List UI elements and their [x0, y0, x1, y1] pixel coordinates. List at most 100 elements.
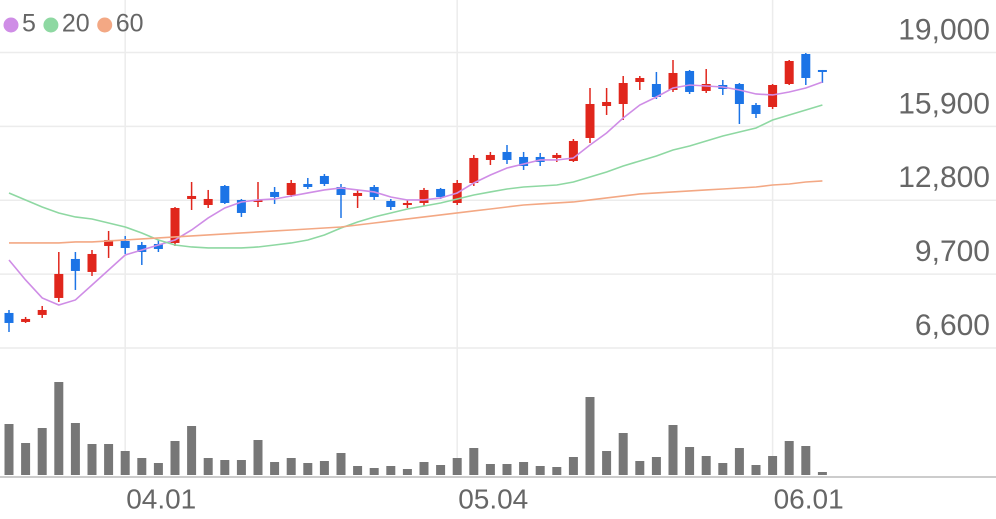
- volume-bar: [436, 465, 446, 475]
- volume-bar: [751, 465, 761, 475]
- volume-bar: [303, 463, 313, 475]
- candle-body: [104, 239, 114, 246]
- candle-body: [236, 199, 246, 213]
- volume-bar: [469, 448, 479, 475]
- volume-bar: [87, 444, 97, 475]
- ma-line: [8, 104, 823, 249]
- volume-bar: [602, 451, 612, 475]
- volume-bar: [568, 457, 578, 475]
- volume-bar: [402, 469, 412, 475]
- y-tick-label: 19,000: [898, 13, 990, 46]
- volume-bar: [369, 468, 379, 475]
- candle-body: [270, 191, 280, 197]
- candle-body: [701, 83, 711, 91]
- candle-body: [70, 258, 80, 271]
- volume-bar: [353, 466, 363, 475]
- candle-body: [817, 69, 827, 72]
- volume-bar: [70, 423, 80, 475]
- candle-body: [419, 189, 429, 203]
- volume-bar: [784, 441, 794, 475]
- volume-bar: [170, 441, 180, 475]
- volume-bar: [701, 456, 711, 475]
- candle-body: [286, 182, 296, 195]
- candle-body: [801, 53, 811, 78]
- volume-bar: [21, 443, 31, 475]
- candle-body: [220, 185, 230, 203]
- volume-bar: [651, 457, 661, 475]
- candle-body: [436, 188, 446, 197]
- volume-bar: [270, 462, 280, 475]
- volume-bar: [37, 428, 47, 475]
- candle-body: [485, 154, 495, 160]
- volume-bar: [203, 458, 213, 475]
- candle-body: [319, 175, 329, 184]
- candle-body: [685, 70, 695, 92]
- legend-marker: [43, 17, 59, 33]
- volume-bar: [137, 458, 147, 475]
- candle-body: [137, 244, 147, 252]
- candle-body: [386, 200, 396, 207]
- volume-bar: [552, 467, 562, 475]
- volume-bar: [236, 460, 246, 475]
- volume-bar: [153, 463, 163, 475]
- volume-bar: [452, 458, 462, 475]
- candle-body: [602, 101, 612, 106]
- legend-label: 5: [22, 10, 36, 38]
- legend-label: 60: [116, 10, 144, 38]
- candle-body: [651, 83, 661, 97]
- ma-line: [9, 180, 823, 244]
- y-tick-label: 15,900: [898, 87, 990, 120]
- volume-bar: [4, 424, 14, 475]
- candle-body: [768, 84, 778, 107]
- candle-body: [618, 82, 628, 104]
- candle-body: [402, 202, 412, 205]
- candle-body: [120, 240, 130, 248]
- candle-body: [353, 192, 363, 196]
- volume-bar: [286, 458, 296, 475]
- candle-body: [519, 156, 529, 166]
- volume-bar: [54, 382, 64, 475]
- candle-body: [502, 151, 512, 160]
- x-tick-label: 04.01: [126, 483, 196, 514]
- volume-bar: [635, 461, 645, 475]
- volume-bar: [585, 397, 595, 475]
- candle-body: [87, 253, 97, 272]
- volume-bar: [336, 453, 346, 475]
- x-tick-label: 06.01: [774, 483, 844, 514]
- volume-bar: [668, 425, 678, 475]
- volume-bar: [104, 444, 114, 475]
- candle-body: [4, 312, 14, 323]
- legend-label: 20: [62, 10, 90, 38]
- volume-bar: [386, 466, 396, 475]
- candle-body: [568, 140, 578, 161]
- volume-bar: [535, 466, 545, 475]
- volume-bar: [220, 460, 230, 475]
- y-tick-label: 6,600: [915, 309, 990, 342]
- candle-body: [253, 199, 263, 202]
- volume-bar: [253, 440, 263, 475]
- volume-bar: [187, 426, 197, 475]
- y-tick-label: 9,700: [915, 235, 990, 268]
- volume-bar: [734, 448, 744, 475]
- candle-body: [585, 103, 595, 138]
- candle-body: [469, 157, 479, 183]
- candle-body: [37, 309, 47, 315]
- candle-body: [734, 83, 744, 104]
- candle-body: [21, 318, 31, 322]
- candle-body: [552, 154, 562, 158]
- volume-bar: [319, 461, 329, 475]
- candle-body: [303, 183, 313, 187]
- legend-marker: [3, 17, 19, 33]
- candle-body: [170, 207, 180, 243]
- volume-bar: [718, 463, 728, 475]
- volume-bar: [519, 462, 529, 475]
- candle-body: [54, 273, 64, 298]
- y-tick-label: 12,800: [898, 161, 990, 194]
- candle-body: [203, 198, 213, 205]
- legend-marker: [97, 17, 113, 33]
- volume-bar: [120, 451, 130, 475]
- volume-bar: [618, 433, 628, 475]
- candle-body: [336, 186, 346, 195]
- candle-body: [668, 72, 678, 90]
